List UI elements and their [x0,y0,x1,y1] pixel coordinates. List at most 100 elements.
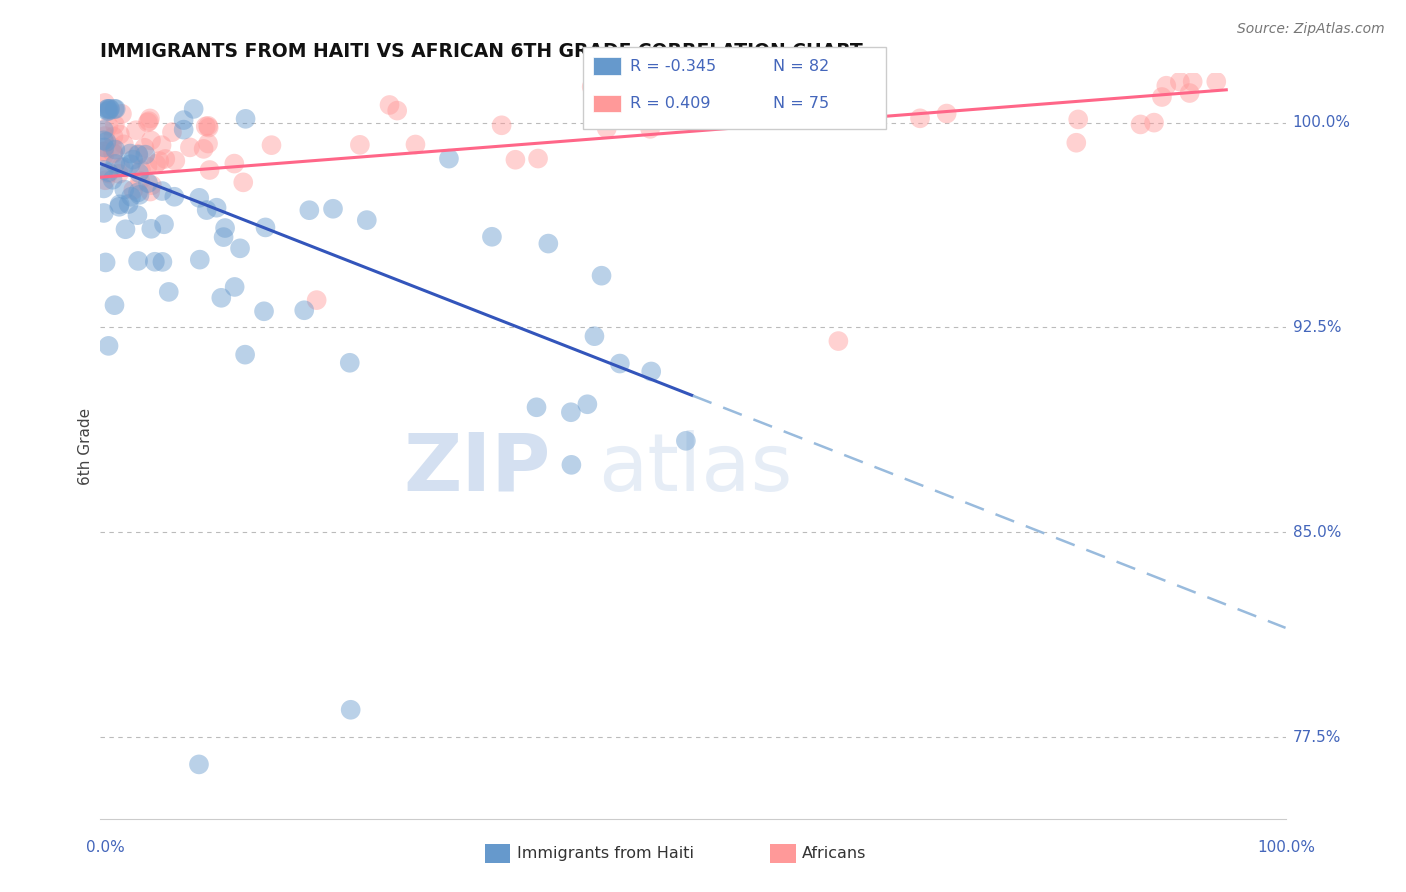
Point [94,255,117,269]
Point [212,230,235,244]
Point [108,167,131,181]
Text: R = 0.409: R = 0.409 [630,96,710,111]
Point [1150,90,1173,104]
Point [153,217,176,231]
Point [1181,75,1204,89]
Point [160,125,183,139]
Point [638,121,661,136]
Point [1143,115,1166,129]
Point [93,148,115,162]
Point [385,103,408,118]
Point [108,197,131,211]
Point [356,213,378,227]
Point [108,200,131,214]
Point [127,254,149,268]
Point [150,184,173,198]
Point [93,140,115,154]
Point [908,112,931,126]
Point [157,285,180,299]
Point [935,106,957,120]
Text: N = 75: N = 75 [773,96,830,111]
Point [205,201,228,215]
Point [94,95,117,110]
Text: 92.5%: 92.5% [1292,320,1341,334]
Point [152,255,174,269]
Point [194,120,217,134]
Point [97,339,120,353]
Point [96,135,118,149]
Point [782,107,804,121]
Point [349,137,371,152]
Point [93,145,115,159]
Point [560,458,582,472]
Point [235,112,257,126]
Point [138,114,160,128]
Point [134,147,156,161]
Point [96,103,118,118]
Point [108,128,131,142]
Point [505,153,527,167]
Point [111,107,134,121]
Point [120,157,142,171]
Point [214,221,236,235]
Y-axis label: 6th Grade: 6th Grade [79,408,93,484]
Point [224,156,246,170]
Point [1205,75,1227,89]
Point [675,434,697,448]
Point [122,183,145,197]
Text: ZIP: ZIP [404,430,551,508]
Point [491,118,513,132]
Point [96,102,118,116]
Point [260,138,283,153]
Point [125,123,148,137]
Text: 77.5%: 77.5% [1292,730,1341,745]
Point [103,129,125,144]
Point [122,153,145,167]
Point [128,187,150,202]
Point [591,268,613,283]
Point [526,401,548,415]
Point [97,119,120,133]
Point [188,191,211,205]
Point [112,160,135,174]
Point [97,102,120,116]
Point [97,167,120,181]
Point [581,79,603,94]
Point [127,147,149,161]
Point [103,298,125,312]
Point [114,222,136,236]
Point [145,157,167,171]
Point [609,357,631,371]
Point [148,154,170,169]
Point [560,405,582,419]
Point [232,175,254,189]
Point [112,183,135,197]
Point [127,208,149,222]
Point [1067,112,1090,127]
Text: Immigrants from Haiti: Immigrants from Haiti [517,847,695,861]
Point [378,98,401,112]
Point [596,121,619,136]
Point [128,166,150,180]
Point [139,133,162,147]
Point [117,197,139,211]
Point [93,145,115,159]
Text: R = -0.345: R = -0.345 [630,59,716,73]
Point [104,118,127,132]
Point [139,185,162,199]
Point [165,153,187,168]
Point [583,329,606,343]
Point [527,152,550,166]
Point [93,123,115,137]
Point [98,102,121,116]
Point [104,102,127,116]
Point [229,241,252,255]
Point [94,129,117,144]
Point [110,161,132,175]
Text: Africans: Africans [801,847,866,861]
Point [1178,86,1201,100]
Point [197,136,219,151]
Point [769,80,792,95]
Point [136,176,159,190]
Point [404,137,426,152]
